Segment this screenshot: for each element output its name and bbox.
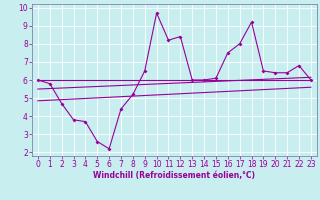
X-axis label: Windchill (Refroidissement éolien,°C): Windchill (Refroidissement éolien,°C) bbox=[93, 171, 255, 180]
